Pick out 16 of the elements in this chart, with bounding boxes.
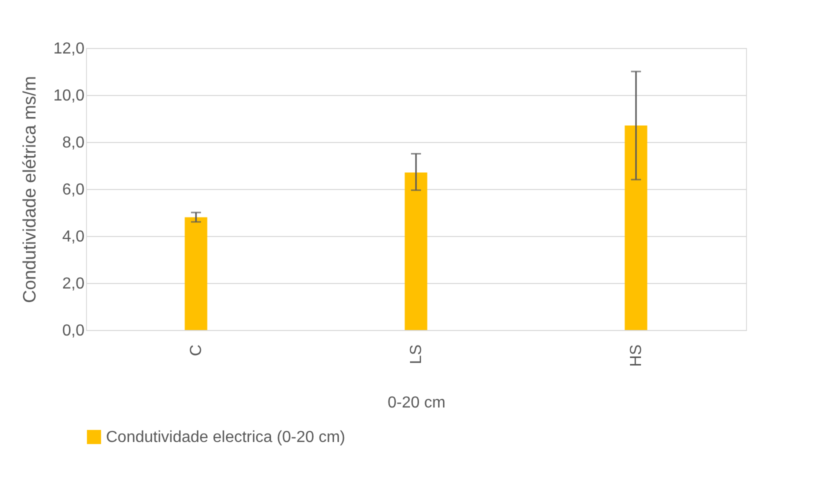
x-axis-title: 0-20 cm — [388, 394, 446, 412]
x-tick-label: LS — [408, 344, 425, 364]
x-tick-label: HS — [628, 344, 645, 367]
y-tick-label: 4,0 — [62, 228, 85, 246]
bar — [624, 126, 648, 330]
y-tick-label: 0,0 — [62, 322, 85, 340]
y-axis-title: Condutividade elétrica ms/m — [19, 76, 40, 304]
y-tick-label: 8,0 — [62, 134, 85, 152]
bar — [404, 172, 428, 330]
bar — [184, 217, 208, 330]
y-tick-label: 6,0 — [62, 182, 85, 198]
y-tick-label: 2,0 — [62, 276, 85, 292]
y-tick-label: 10,0 — [53, 88, 85, 104]
y-tick-label: 12,0 — [53, 40, 85, 58]
legend-label: Condutividade electrica (0-20 cm) — [106, 429, 346, 446]
x-tick-label: C — [188, 344, 205, 356]
